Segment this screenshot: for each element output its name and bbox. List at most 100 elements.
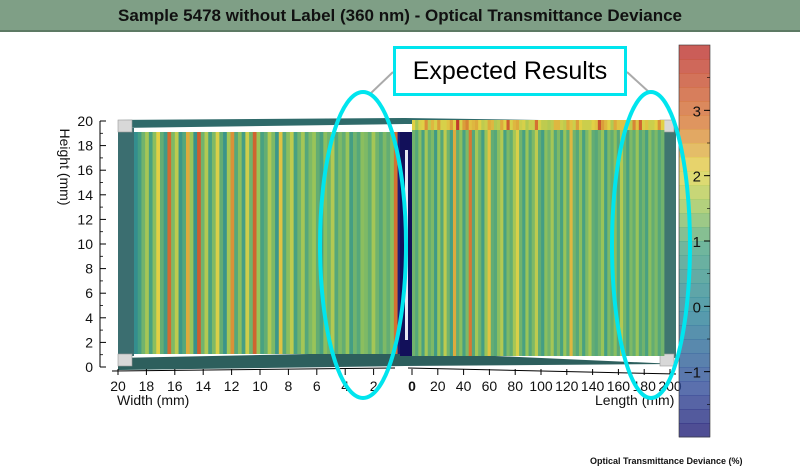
length-face-stripe [497, 130, 501, 356]
colorbar-segment [679, 283, 710, 298]
width-tick-label: 6 [313, 378, 321, 394]
length-tick-label: 40 [456, 378, 472, 394]
title-bar: Sample 5478 without Label (360 nm) - Opt… [0, 0, 800, 32]
width-face-stripe [163, 132, 168, 354]
length-face-stripe [601, 130, 605, 356]
length-face-stripe [632, 130, 637, 356]
callout-box: Expected Results [393, 46, 627, 96]
width-face-stripe [152, 132, 157, 354]
width-face-stripe [156, 132, 161, 354]
length-face-stripe [525, 130, 529, 356]
width-tick-label: 2 [370, 378, 378, 394]
length-face-stripe [487, 130, 492, 356]
length-top-stripe [481, 120, 485, 130]
length-face-stripe [443, 130, 448, 356]
length-face-stripe [563, 130, 567, 356]
length-top-stripe [601, 120, 605, 130]
length-top-stripe [531, 120, 536, 130]
width-face-stripe [234, 132, 239, 354]
width-face-stripe [159, 132, 165, 354]
length-top-stripe [651, 120, 655, 130]
length-top-stripe [566, 120, 570, 130]
colorbar-segment [679, 101, 710, 116]
length-face-stripe [588, 130, 592, 356]
length-top-stripe [594, 120, 599, 130]
width-face-stripe [226, 132, 231, 354]
length-face-stripe [509, 130, 514, 356]
length-face-stripe [556, 130, 561, 356]
colorbar-segment [679, 423, 710, 438]
length-top-stripe [638, 120, 643, 130]
length-top-stripe [591, 120, 596, 130]
width-face-stripe [353, 132, 358, 354]
width-tick-label: 14 [195, 378, 211, 394]
length-top-stripe [440, 120, 444, 130]
width-face-stripe [315, 132, 321, 354]
length-top-stripe [610, 120, 614, 130]
width-tick-label: 8 [285, 378, 293, 394]
length-top-stripe [569, 120, 574, 130]
length-face-stripe [415, 130, 419, 356]
colorbar-segment [679, 143, 710, 158]
length-face-stripe [629, 130, 633, 356]
colorbar-segment [679, 45, 710, 60]
width-face-stripe [267, 132, 272, 354]
callout-connector-right [626, 71, 651, 94]
length-top-stripe [645, 120, 649, 130]
length-top-stripe [456, 120, 460, 130]
length-face-stripe [418, 130, 422, 356]
length-face-stripe [534, 130, 539, 356]
length-face-stripe [654, 130, 659, 356]
colorbar-segment [679, 129, 710, 144]
length-top-stripe [575, 120, 580, 130]
length-top-stripe [506, 120, 511, 130]
width-tick-label: 20 [110, 378, 126, 394]
colorbar-segment [679, 325, 710, 340]
width-face-stripe [174, 132, 179, 354]
length-face-stripe [582, 130, 586, 356]
width-face-stripe [397, 132, 402, 354]
corner-marker [117, 353, 133, 367]
length-top-stripe [654, 120, 659, 130]
width-face-stripe [182, 132, 187, 354]
length-face-stripe [572, 130, 577, 356]
length-face-stripe [452, 130, 457, 356]
length-face-stripe [427, 130, 432, 356]
length-top-stripe [446, 120, 451, 130]
colorbar-segment [679, 73, 710, 88]
width-face-stripe [382, 132, 387, 354]
length-tick-label: 20 [430, 378, 446, 394]
width-face-stripe [185, 132, 191, 354]
width-face-stripe [197, 132, 202, 354]
length-face-stripe [506, 130, 511, 356]
length-face-stripe [626, 130, 630, 356]
length-face-stripe [585, 130, 589, 356]
length-top-stripe [553, 120, 558, 130]
colorbar-segment [679, 185, 710, 200]
width-face-stripe [189, 132, 194, 354]
length-top-stripe [424, 120, 429, 130]
width-tick-label: 18 [139, 378, 155, 394]
width-face-stripe [345, 132, 350, 354]
length-face-stripe [547, 130, 551, 356]
length-top-stripe [427, 120, 432, 130]
length-face-stripe [522, 130, 526, 356]
length-tick-label: 120 [555, 378, 579, 394]
highlight-ellipse-left [318, 90, 408, 400]
width-face-stripe [304, 132, 309, 354]
length-face-stripe [613, 130, 618, 356]
length-face-stripe [623, 130, 627, 356]
length-face-stripe [430, 130, 435, 356]
length-face-stripe [481, 130, 485, 356]
width-face-stripe [301, 132, 306, 354]
length-top-stripe [563, 120, 567, 130]
colorbar-segment [679, 395, 710, 410]
width-face-stripe [386, 132, 391, 354]
length-face-stripe [607, 130, 611, 356]
length-face-stripe [490, 130, 495, 356]
width-face-stripe [371, 132, 376, 354]
width-face-stripe [263, 132, 269, 354]
length-face-stripe [657, 130, 662, 356]
length-top-stripe [452, 120, 457, 130]
width-face-stripe [134, 132, 139, 354]
